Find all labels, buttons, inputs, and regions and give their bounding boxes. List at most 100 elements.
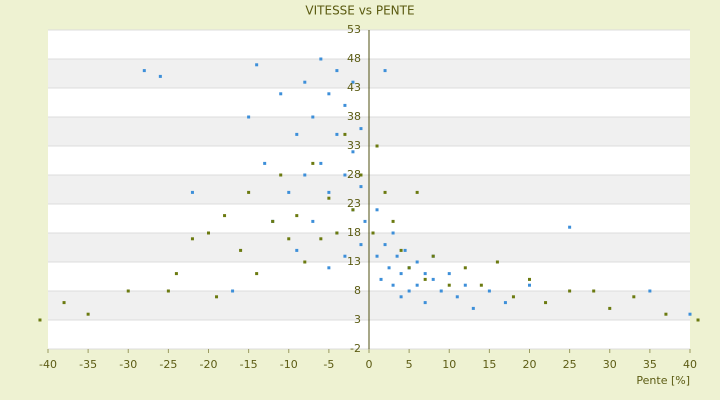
point xyxy=(327,92,331,96)
point xyxy=(359,243,363,247)
point xyxy=(359,185,363,189)
point xyxy=(255,63,259,67)
point xyxy=(239,248,243,252)
x-tick-label: 0 xyxy=(366,358,373,371)
point xyxy=(279,92,283,96)
y-tick-label: 33 xyxy=(347,139,361,152)
point xyxy=(263,161,267,165)
y-tick-label: 23 xyxy=(347,197,361,210)
point xyxy=(415,190,419,194)
x-tick-label: 30 xyxy=(603,358,617,371)
point xyxy=(383,243,387,247)
x-tick-label: -30 xyxy=(119,358,137,371)
x-tick-label: -10 xyxy=(280,358,298,371)
point xyxy=(423,277,427,281)
point xyxy=(335,132,339,136)
point xyxy=(295,214,299,218)
point xyxy=(463,283,467,287)
y-tick-label: 13 xyxy=(347,255,361,268)
point xyxy=(387,266,391,270)
point xyxy=(207,231,210,235)
point xyxy=(319,57,323,61)
point xyxy=(503,301,507,305)
point xyxy=(279,173,283,177)
point xyxy=(664,312,668,316)
x-tick-label: 40 xyxy=(683,358,697,371)
point xyxy=(423,272,427,276)
x-tick-label: 35 xyxy=(643,358,657,371)
y-tick-label: 48 xyxy=(347,52,361,65)
point xyxy=(287,237,291,241)
point xyxy=(327,266,331,270)
point xyxy=(544,301,548,305)
x-tick-label: 10 xyxy=(442,358,456,371)
x-tick-label: -40 xyxy=(39,358,57,371)
point xyxy=(399,248,403,252)
point xyxy=(303,260,307,264)
point xyxy=(327,196,331,200)
point xyxy=(158,74,162,78)
point xyxy=(351,80,355,84)
point xyxy=(487,289,491,293)
x-tick-label: 25 xyxy=(563,358,577,371)
point xyxy=(391,231,395,235)
point xyxy=(439,289,443,293)
y-tick-label: 8 xyxy=(354,284,361,297)
y-tick-label: 3 xyxy=(354,313,361,326)
point xyxy=(295,132,299,136)
point xyxy=(343,173,347,177)
point xyxy=(407,266,411,270)
point xyxy=(303,80,307,84)
y-tick-label: 38 xyxy=(347,110,361,123)
x-axis-label: Pente [%] xyxy=(636,374,690,387)
point xyxy=(319,237,323,241)
point xyxy=(592,289,596,293)
point xyxy=(38,318,42,322)
point xyxy=(528,277,531,281)
x-tick-label: -25 xyxy=(159,358,177,371)
point xyxy=(335,231,339,235)
point xyxy=(632,295,636,299)
point xyxy=(447,283,451,287)
x-tick-label: 20 xyxy=(523,358,537,371)
point xyxy=(375,208,379,212)
point xyxy=(86,312,90,316)
point xyxy=(351,150,355,154)
point xyxy=(415,260,419,264)
point xyxy=(403,248,407,252)
point xyxy=(415,283,419,287)
point xyxy=(407,289,411,293)
grid xyxy=(47,29,691,353)
point xyxy=(375,254,379,258)
point xyxy=(255,272,259,276)
y-tick-label: 53 xyxy=(347,23,361,36)
x-tick-label: 15 xyxy=(482,358,496,371)
point xyxy=(271,219,275,223)
point xyxy=(359,127,363,131)
point xyxy=(359,173,363,177)
point xyxy=(399,295,403,299)
point xyxy=(568,289,572,293)
point xyxy=(688,312,692,316)
point xyxy=(431,277,435,281)
point xyxy=(190,190,194,194)
point xyxy=(247,190,251,194)
point xyxy=(303,173,307,177)
point xyxy=(311,115,315,119)
point xyxy=(511,295,515,299)
point xyxy=(126,289,130,293)
x-tick-label: 5 xyxy=(406,358,413,371)
point xyxy=(447,272,451,276)
point xyxy=(295,248,299,252)
point xyxy=(383,190,387,194)
point xyxy=(399,272,403,276)
point xyxy=(379,277,383,281)
point xyxy=(375,144,379,148)
point xyxy=(223,214,227,218)
point xyxy=(648,289,652,293)
point xyxy=(311,161,315,165)
point xyxy=(363,219,367,223)
point xyxy=(190,237,194,241)
point xyxy=(431,254,435,258)
